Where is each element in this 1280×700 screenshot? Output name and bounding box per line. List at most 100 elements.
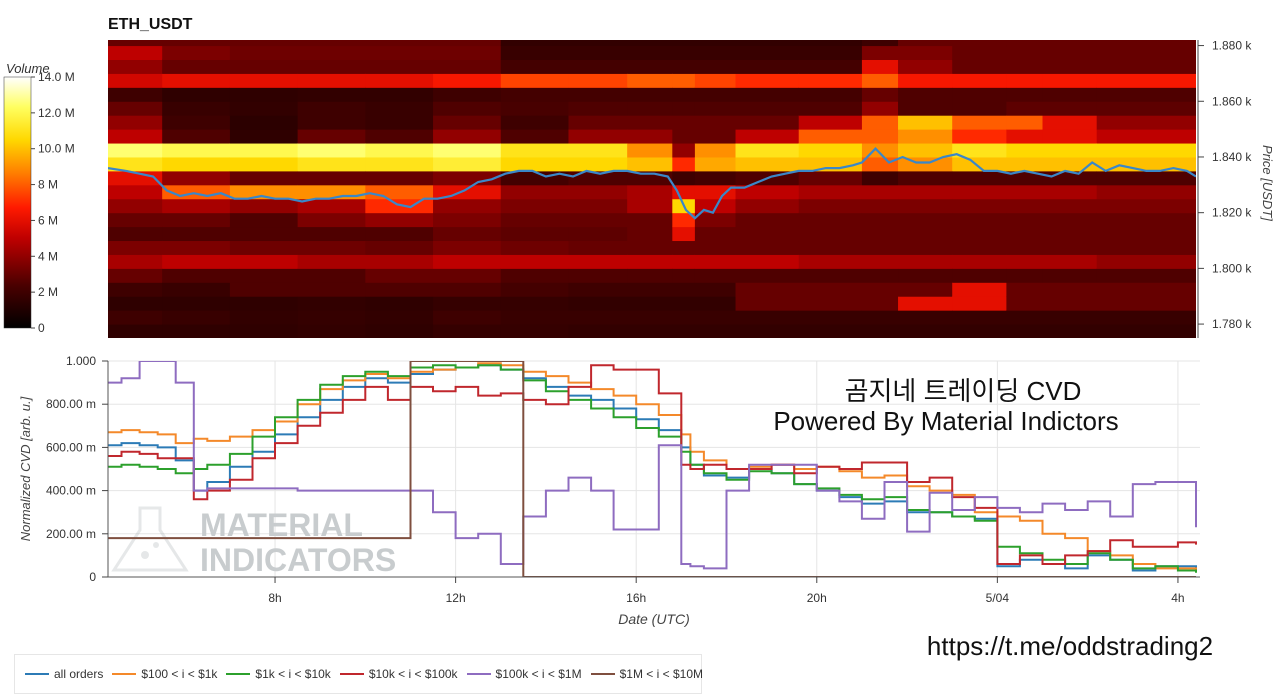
heatmap-cell [694,310,737,325]
heatmap-cell [694,240,737,255]
heatmap-cell [1042,156,1098,172]
cvd-y-tick-label: 600.00 m [46,440,96,454]
heatmap-cell [798,156,863,172]
heatmap-cell [365,40,434,47]
heatmap-cell [108,212,163,228]
legend-label: $1M < i < $10M [619,667,703,681]
heatmap-cell [365,324,434,338]
cvd-y-tick-label: 800.00 m [46,397,96,411]
heatmap-cell [694,156,737,172]
watermark-line1: MATERIAL [200,507,363,543]
legend-item[interactable]: $10k < i < $100k [339,667,458,681]
heatmap-cell [433,282,502,297]
heatmap-cell [898,115,953,130]
legend-item[interactable]: $1M < i < $10M [590,667,703,681]
heatmap-cell [229,240,299,255]
heatmap-cell [568,212,628,228]
heatmap-cell [798,198,863,214]
heatmap-cell [798,170,863,186]
heatmap-cell [627,240,673,255]
heatmap-cell [1042,310,1098,325]
heatmap-cell [952,324,1007,338]
heatmap-cell [672,101,696,116]
legend-item[interactable]: all orders [25,667,103,681]
heatmap-cell [1006,73,1044,88]
cvd-series-line [108,362,1197,571]
colorbar-title: Volume [6,61,50,76]
heatmap-cell [735,129,800,144]
heatmap-cell [297,310,366,325]
heatmap-cell [229,129,299,144]
legend-item[interactable]: $1k < i < $10k [226,667,331,681]
heatmap-cell [952,115,1007,130]
heatmap-cell [1042,101,1098,116]
heatmap-cell [952,310,1007,325]
heatmap-cell [672,240,696,255]
heatmap-cell [694,40,737,47]
heatmap-cell [297,212,366,228]
heatmap-cell [433,115,502,130]
heatmap-cell [568,282,628,297]
heatmap-cell [162,59,231,74]
heatmap-cell [500,129,569,144]
heatmap-cell [798,101,863,116]
heatmap-cell [672,310,696,325]
heatmap-cell [694,184,737,200]
legend-label: $100 < i < $1k [141,667,218,681]
colorbar-tick-label: 8 M [38,178,58,192]
cvd-y-tick-label: 0 [89,570,96,584]
heatmap-cell [229,170,299,186]
heatmap-cell [694,296,737,311]
heatmap-cell [898,143,953,158]
heatmap-cell [1006,40,1044,47]
heatmap-cell [861,73,899,88]
heatmap-cell [297,170,366,186]
heatmap-cell [229,226,299,242]
heatmap-cell [297,254,366,269]
heatmap-cell [108,254,163,269]
heatmap-cell [1042,40,1098,47]
heatmap-cell [735,240,800,255]
heatmap-cell [500,101,569,116]
heatmap-cell [694,87,737,102]
heatmap-cell [365,240,434,255]
heatmap-cell [672,170,696,186]
price-tick-label: 1.800 k [1212,261,1252,275]
heatmap-cell [162,282,231,297]
heatmap-cell [1042,282,1098,297]
heatmap-cell [500,45,569,60]
heatmap-cells [108,40,1196,338]
heatmap-cell [861,296,899,311]
heatmap-cell [365,226,434,242]
heatmap-cell [500,296,569,311]
price-tick-label: 1.880 k [1212,39,1252,53]
heatmap-cell [1042,324,1098,338]
heatmap-cell [627,40,673,47]
colorbar-ticks: 14.0 M 12.0 M 10.0 M 8 M 6 M 4 M 2 M 0 [31,70,75,335]
heatmap-cell [568,226,628,242]
heatmap-cell [1096,226,1196,242]
heatmap-cell [297,143,366,158]
heatmap-cell [162,254,231,269]
heatmap-cell [898,324,953,338]
heatmap-cell [108,268,163,283]
heatmap-cell [1096,212,1196,228]
watermark-line2: INDICATORS [200,542,396,578]
colorbar-tick-label: 4 M [38,249,58,263]
heatmap-cell [694,226,737,242]
heatmap-cell [365,268,434,283]
heatmap-cell [861,198,899,214]
heatmap-cell [365,296,434,311]
heatmap-cell [229,115,299,130]
heatmap-cell [798,226,863,242]
heatmap-cell [162,268,231,283]
heatmap-cell [162,129,231,144]
legend-item[interactable]: $100k < i < $1M [466,667,582,681]
legend-item[interactable]: $100 < i < $1k [112,667,217,681]
heatmap-cell [735,156,800,172]
heatmap-cell [1042,254,1098,269]
telegram-link[interactable]: https://t.me/oddstrading2 [927,631,1213,661]
heatmap-cell [433,240,502,255]
heatmap-cell [162,296,231,311]
heatmap-cell [433,170,502,186]
